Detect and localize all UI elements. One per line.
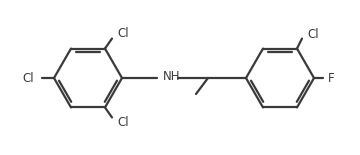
Text: Cl: Cl — [307, 28, 319, 41]
Text: Cl: Cl — [22, 71, 34, 84]
Text: Cl: Cl — [117, 116, 129, 129]
Text: NH: NH — [163, 71, 180, 84]
Text: Cl: Cl — [117, 27, 129, 40]
Text: F: F — [328, 71, 335, 84]
